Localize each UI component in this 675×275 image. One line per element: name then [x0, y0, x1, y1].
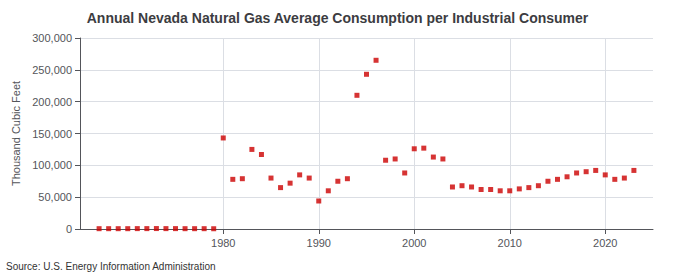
svg-text:2010: 2010: [498, 237, 522, 249]
svg-text:250,000: 250,000: [32, 64, 72, 76]
svg-text:2000: 2000: [402, 237, 426, 249]
svg-text:2020: 2020: [593, 237, 617, 249]
svg-text:0: 0: [66, 223, 72, 235]
svg-text:50,000: 50,000: [38, 191, 72, 203]
svg-text:100,000: 100,000: [32, 159, 72, 171]
svg-text:150,000: 150,000: [32, 128, 72, 140]
svg-text:200,000: 200,000: [32, 96, 72, 108]
svg-text:1980: 1980: [211, 237, 235, 249]
svg-text:1990: 1990: [307, 237, 331, 249]
svg-text:Source: U.S. Energy Informatio: Source: U.S. Energy Information Administ…: [6, 261, 216, 272]
svg-text:300,000: 300,000: [32, 32, 72, 44]
svg-text:Thousand Cubic Feet: Thousand Cubic Feet: [10, 81, 22, 186]
svg-text:Annual Nevada Natural Gas Aver: Annual Nevada Natural Gas Average Consum…: [87, 10, 589, 26]
